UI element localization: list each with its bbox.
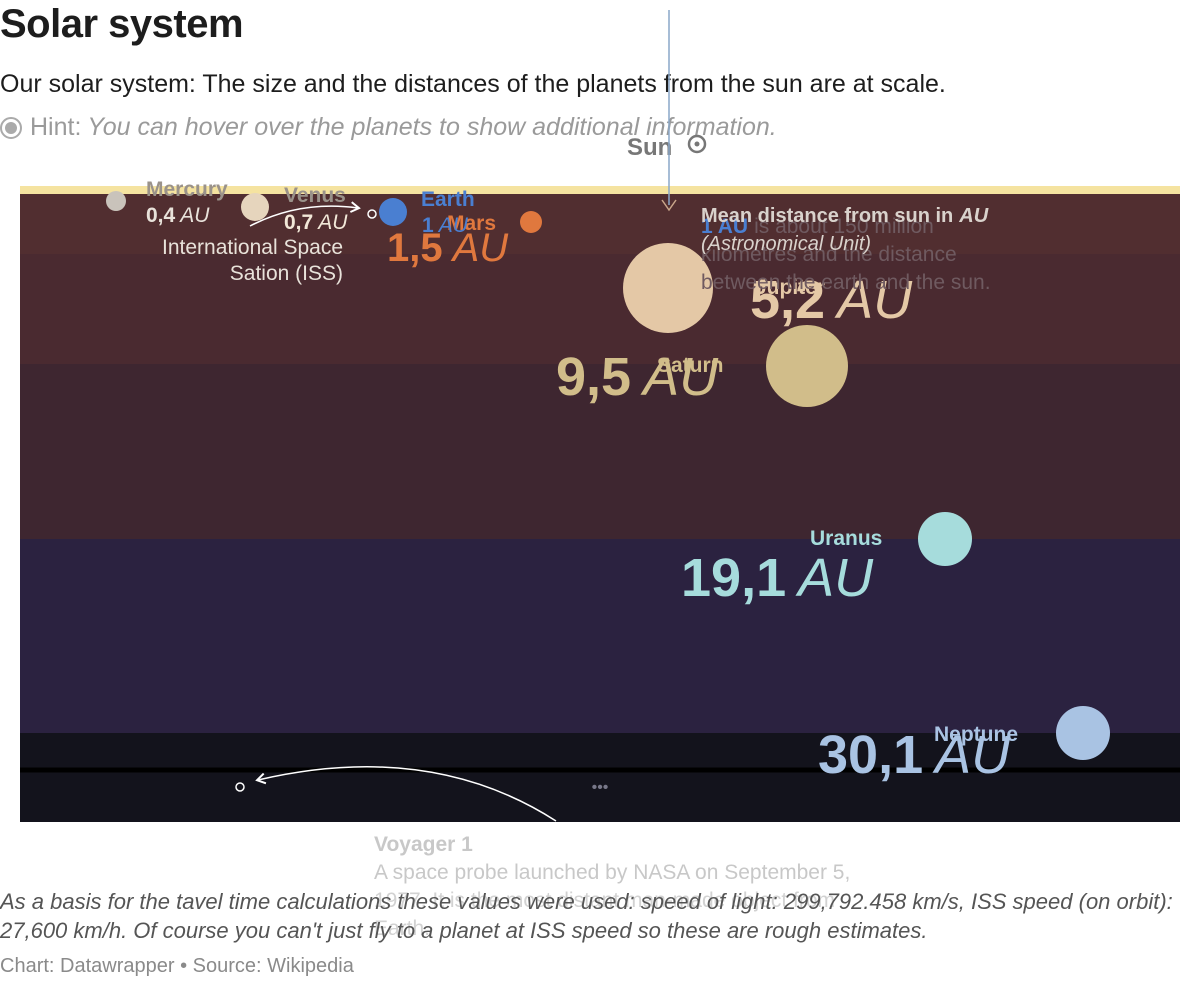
voyager-line1: A space probe launched by NASA on Septem…: [374, 861, 850, 884]
mean-distance-title: Mean distance from sun in AU: [701, 205, 989, 227]
band-middle: [20, 364, 1180, 539]
planet-mars[interactable]: [520, 211, 542, 233]
au-note-line1: 1 AU is about 150 million: [701, 215, 934, 238]
sun-icon: [687, 134, 707, 154]
chart-subtitle: Our solar system: The size and the dista…: [0, 70, 946, 98]
sun-pointer-arrow-icon: [661, 199, 677, 212]
band-inner: [20, 194, 1180, 364]
distance-uranus: 19,1 AU: [681, 548, 874, 608]
planet-earth[interactable]: [379, 198, 407, 226]
label-mercury: Mercury: [146, 178, 228, 201]
band-top-shade: [20, 194, 1180, 254]
planet-uranus[interactable]: [918, 512, 972, 566]
voyager-line3: Earth.: [374, 917, 430, 940]
planet-neptune[interactable]: [1056, 706, 1110, 760]
mean-distance-subtitle: (Astronomical Unit): [701, 233, 871, 255]
voyager-marker[interactable]: [235, 782, 245, 792]
planet-saturn[interactable]: [766, 325, 848, 407]
sun-label: Sun: [627, 134, 672, 161]
hint-text: You can hover over the planets to show a…: [87, 113, 777, 141]
distance-mercury: 0,4 AU: [146, 204, 210, 227]
distance-neptune: 30,1 AU: [818, 725, 1011, 785]
label-earth: Earth: [421, 188, 475, 211]
more-indicator[interactable]: •••: [592, 779, 609, 796]
distance-mars: 1,5 AU: [387, 226, 509, 270]
label-uranus: Uranus: [810, 527, 882, 550]
iss-arrow: [249, 201, 361, 227]
planet-venus[interactable]: [241, 193, 269, 221]
distance-venus: 0,7 AU: [284, 211, 348, 234]
band-uranus: [20, 539, 1180, 733]
radio-bullet-icon: [0, 116, 22, 139]
iss-label-line1: International Space: [162, 236, 343, 259]
distance-earth: 1 AU: [422, 214, 469, 237]
footer-source[interactable]: Source: Wikipedia: [192, 955, 354, 977]
band-neptune: [20, 733, 1180, 822]
voyager-arrow: [255, 766, 557, 822]
chart-title: Solar system: [0, 2, 244, 46]
iss-label-line2: Sation (ISS): [230, 262, 343, 285]
label-venus: Venus: [284, 184, 346, 207]
distance-saturn: 9,5 AU: [556, 347, 719, 407]
au-note-line2: kilometres and the distance: [701, 243, 957, 266]
hint-prefix: Hint:: [30, 113, 82, 141]
planet-jupiter[interactable]: [623, 243, 713, 333]
label-mars: Mars: [447, 212, 496, 235]
au-note-line3: between the earth and the sun.: [701, 271, 991, 294]
label-saturn: Saturn: [657, 354, 724, 377]
voyager-line2: 1977. It is the most distant man-made ob…: [374, 889, 835, 912]
chart-footer: Chart: Datawrapper • Source: Wikipedia: [0, 955, 354, 978]
footer-chart-credit[interactable]: Chart: Datawrapper: [0, 955, 175, 977]
footer-separator: •: [180, 955, 188, 977]
planet-mercury[interactable]: [106, 191, 126, 211]
distance-jupiter: 5,2 AU: [750, 270, 913, 330]
label-jupiter: Jupiter: [755, 276, 825, 299]
label-neptune: Neptune: [934, 723, 1018, 746]
hint: Hint: You can hover over the planets to …: [0, 113, 777, 142]
chart-notes: As a basis for the tavel time calculatio…: [0, 889, 1173, 943]
voyager-title: Voyager 1: [374, 833, 473, 856]
iss-marker[interactable]: [367, 209, 377, 219]
sun-band: [20, 186, 1180, 194]
